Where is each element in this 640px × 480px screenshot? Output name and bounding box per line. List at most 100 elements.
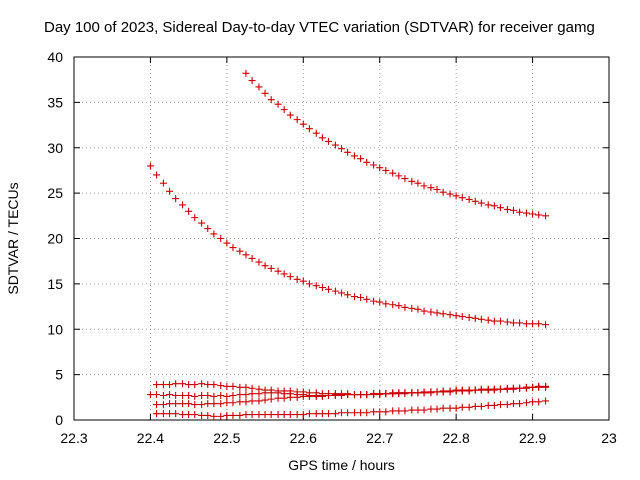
data-point-marker	[217, 382, 225, 390]
data-point-marker	[535, 383, 543, 391]
data-point-marker	[159, 410, 167, 418]
data-point-marker	[471, 402, 479, 410]
data-point-marker	[395, 389, 403, 397]
data-point-marker	[191, 411, 199, 419]
data-point-marker	[274, 267, 282, 275]
data-point-marker	[280, 411, 288, 419]
data-point-marker	[395, 407, 403, 415]
data-point-marker	[496, 385, 504, 393]
data-point-marker	[542, 383, 550, 391]
data-point-marker	[267, 389, 275, 397]
data-point-marker	[516, 319, 524, 327]
data-point-marker	[242, 398, 250, 406]
data-point-marker	[191, 381, 199, 389]
data-point-marker	[490, 202, 498, 210]
data-point-marker	[542, 212, 550, 220]
data-point-marker	[312, 410, 320, 418]
data-point-marker	[204, 400, 212, 408]
data-point-marker	[433, 405, 441, 413]
x-tick-label: 22.3	[60, 430, 87, 446]
data-point-marker	[305, 125, 313, 133]
data-point-marker	[338, 391, 345, 399]
data-point-marker	[280, 106, 288, 114]
data-point-marker	[293, 275, 301, 283]
data-point-marker	[542, 321, 550, 329]
data-point-marker	[420, 182, 428, 190]
x-tick-label: 22.5	[213, 430, 240, 446]
data-point-marker	[338, 409, 345, 417]
data-point-marker	[408, 389, 416, 397]
data-point-marker	[439, 310, 447, 318]
data-point-marker	[223, 239, 231, 247]
data-point-marker	[331, 287, 339, 295]
x-tick-label: 23	[601, 430, 617, 446]
data-point-marker	[414, 179, 422, 187]
y-tick-label: 15	[47, 276, 63, 292]
series-satellite-e	[153, 383, 550, 409]
data-point-marker	[414, 406, 422, 414]
data-point-marker	[344, 409, 352, 417]
data-point-marker	[370, 390, 378, 398]
data-point-marker	[331, 410, 339, 418]
data-point-marker	[198, 380, 206, 388]
data-point-marker	[261, 389, 269, 397]
y-tick-label: 0	[55, 412, 63, 428]
data-point-marker	[395, 172, 403, 180]
data-point-marker	[166, 410, 174, 418]
data-point-marker	[420, 406, 428, 414]
data-point-marker	[529, 398, 537, 406]
data-point-marker	[382, 408, 390, 416]
data-point-marker	[223, 392, 231, 400]
y-tick-label: 20	[47, 231, 63, 247]
data-point-marker	[433, 388, 441, 396]
data-point-marker	[261, 89, 269, 97]
data-point-marker	[477, 199, 485, 207]
chart-title: Day 100 of 2023, Sidereal Day-to-day VTE…	[44, 19, 595, 36]
x-tick-label: 22.7	[366, 430, 393, 446]
data-point-marker	[172, 410, 180, 418]
data-point-marker	[172, 400, 180, 408]
data-point-marker	[312, 392, 320, 400]
series-satellite-f	[153, 397, 550, 420]
data-point-marker	[433, 309, 441, 317]
data-point-marker	[458, 403, 466, 411]
data-point-marker	[286, 273, 294, 281]
data-point-marker	[338, 145, 345, 153]
data-point-marker	[389, 407, 397, 415]
data-point-marker	[344, 291, 352, 299]
data-point-marker	[414, 389, 422, 397]
data-point-marker	[522, 384, 530, 392]
data-point-marker	[363, 295, 371, 303]
data-point-marker	[312, 129, 320, 137]
data-point-marker	[509, 385, 517, 393]
data-point-marker	[248, 390, 256, 398]
series-satellite-b	[146, 162, 550, 329]
data-point-marker	[280, 394, 288, 402]
data-point-marker	[229, 399, 237, 407]
data-point-marker	[248, 254, 256, 262]
data-point-marker	[490, 401, 498, 409]
data-point-marker	[522, 399, 530, 407]
data-point-marker	[293, 116, 301, 124]
data-point-marker	[223, 382, 231, 390]
data-point-marker	[357, 293, 365, 301]
data-point-marker	[153, 401, 161, 409]
data-point-marker	[305, 392, 313, 400]
data-point-marker	[382, 390, 390, 398]
data-point-marker	[477, 402, 485, 410]
data-point-marker	[229, 391, 237, 399]
data-point-marker	[166, 391, 174, 399]
data-point-marker	[357, 155, 365, 163]
data-point-marker	[217, 412, 225, 420]
y-tick-label: 40	[47, 49, 63, 65]
data-point-marker	[242, 69, 250, 77]
data-point-marker	[458, 387, 466, 395]
data-point-marker	[446, 388, 454, 396]
data-point-marker	[172, 380, 180, 388]
y-tick-label: 30	[47, 140, 63, 156]
data-point-marker	[248, 397, 256, 405]
data-point-marker	[529, 383, 537, 391]
data-point-marker	[204, 381, 212, 389]
data-point-marker	[236, 398, 244, 406]
